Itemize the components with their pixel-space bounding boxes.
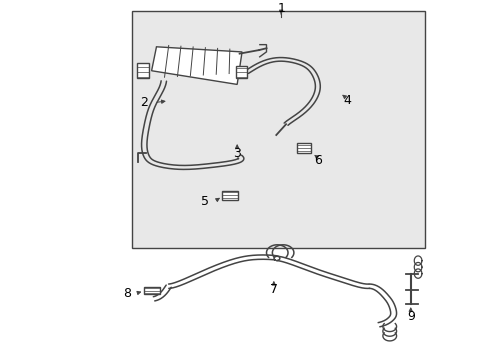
Bar <box>297 143 310 153</box>
Text: 1: 1 <box>277 3 285 15</box>
Text: 6: 6 <box>313 154 321 167</box>
Text: 3: 3 <box>233 147 241 159</box>
Bar <box>132 11 425 248</box>
Bar <box>236 66 246 78</box>
Text: 4: 4 <box>343 94 350 107</box>
Polygon shape <box>151 47 242 84</box>
Bar <box>144 287 160 294</box>
Text: 2: 2 <box>140 96 148 109</box>
Text: 7: 7 <box>269 283 277 296</box>
Text: 9: 9 <box>406 310 414 323</box>
Text: 8: 8 <box>123 287 131 300</box>
Bar <box>222 191 238 200</box>
Bar <box>137 63 149 78</box>
Text: 5: 5 <box>201 195 209 208</box>
